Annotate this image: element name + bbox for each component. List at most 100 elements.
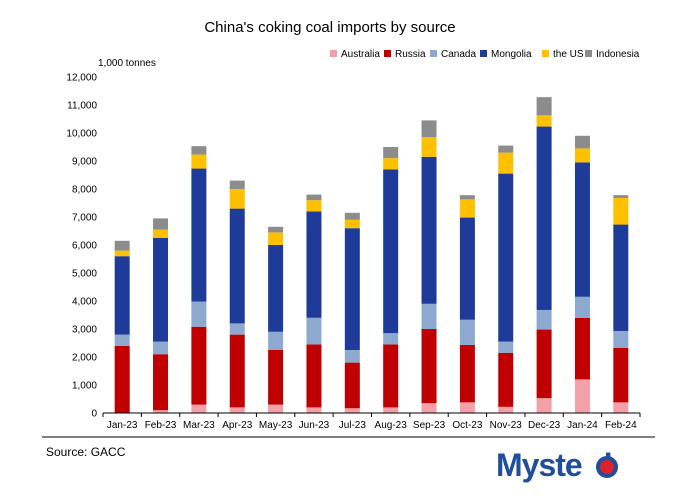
y-tick-label: 3,000 (72, 325, 97, 336)
bar-segment-mongolia (383, 169, 399, 334)
bar-segment-australia (306, 407, 322, 413)
bar-segment-the-us (268, 232, 284, 245)
y-tick-label: 11,000 (67, 101, 97, 112)
bar-segment-russia (574, 317, 590, 380)
brand-logo-text: Myste (496, 447, 583, 483)
bar-segment-indonesia (536, 97, 552, 116)
bar-segment-mongolia (153, 238, 169, 342)
source-note: Source: GACC (46, 445, 126, 459)
bar-segment-indonesia (153, 218, 169, 230)
bar-segment-russia (536, 329, 552, 399)
y-tick-label: 12,000 (66, 73, 97, 84)
y-axis: 0 1,000 2,000 3,000 4,000 5,000 6,000 7,000 8,00… (66, 73, 97, 420)
x-tick-label: Oct-23 (452, 420, 482, 431)
legend-swatch (480, 50, 487, 57)
y-tick-label: 1,000 (72, 381, 97, 392)
legend-label: Mongolia (491, 49, 532, 60)
legend-swatch (330, 50, 337, 57)
bar-segment-the-us (153, 229, 169, 238)
bar-segment-canada (344, 350, 360, 363)
bar-segment-mongolia (498, 173, 514, 342)
x-tick-label: Apr-23 (222, 420, 252, 431)
bar-segment-indonesia (191, 146, 207, 155)
bar-segment-australia (153, 410, 169, 413)
legend-label: Australia (341, 49, 380, 60)
bar-segment-mongolia (536, 126, 552, 310)
chart-title: China's coking coal imports by source (204, 19, 455, 36)
y-axis-label: 1,000 tonnes (98, 58, 156, 69)
legend-swatch (585, 50, 592, 57)
legend: Australia Russia Canada Mongolia the US Indon… (330, 49, 640, 60)
bar-segment-australia (229, 407, 245, 413)
bar-segment-canada (153, 341, 169, 355)
bar-segment-the-us (459, 199, 475, 218)
bar-segment-mongolia (268, 245, 284, 332)
bar-segment-russia (229, 334, 245, 408)
legend-label: Canada (441, 49, 476, 60)
legend-swatch (430, 50, 437, 57)
y-tick-label: 10,000 (66, 129, 97, 140)
bar-segment-indonesia (268, 226, 284, 233)
brand-logo: Mystel (496, 447, 613, 484)
bar-segment-russia (383, 344, 399, 408)
bar-segment-australia (344, 408, 360, 413)
y-tick-label: 5,000 (72, 269, 97, 280)
bar-segment-the-us (421, 137, 437, 157)
bar-segment-mongolia (421, 156, 437, 304)
bar-segment-indonesia (114, 240, 130, 251)
bar-segment-canada (421, 303, 437, 329)
legend-swatch (384, 50, 391, 57)
bar-segment-australia (498, 406, 514, 413)
brand-logo-ring-icon (596, 456, 618, 478)
legend-swatch (542, 50, 549, 57)
bar-segment-indonesia (498, 145, 514, 153)
bar-segment-the-us (114, 250, 130, 257)
x-tick-label: Feb-24 (605, 420, 637, 431)
brand-logo-dot-icon (600, 460, 614, 474)
bar-segment-australia (459, 402, 475, 413)
bar-segment-indonesia (574, 135, 590, 149)
bar-segment-canada (574, 296, 590, 318)
x-tick-label: Sep-23 (413, 420, 446, 431)
bar-segment-australia (613, 402, 629, 413)
bar-segment-russia (114, 345, 130, 413)
bar-segment-canada (536, 309, 552, 330)
bars (114, 97, 629, 413)
bar-segment-canada (498, 341, 514, 353)
bar-segment-russia (268, 350, 284, 405)
y-tick-label: 7,000 (72, 213, 97, 224)
bar-segment-canada (613, 330, 629, 348)
bar-segment-mongolia (613, 224, 629, 331)
bar-segment-russia (153, 354, 169, 411)
x-tick-label: Jul-23 (339, 420, 367, 431)
bar-segment-the-us (383, 158, 399, 170)
bar-segment-canada (383, 333, 399, 345)
bar-segment-mongolia (229, 208, 245, 324)
bar-segment-russia (306, 344, 322, 408)
bar-segment-mongolia (459, 217, 475, 320)
x-tick-label: Nov-23 (490, 420, 523, 431)
bar-segment-canada (268, 331, 284, 350)
bar-segment-australia (574, 379, 590, 413)
bar-segment-the-us (344, 219, 360, 229)
bar-segment-australia (421, 403, 437, 413)
y-tick-label: 6,000 (72, 241, 97, 252)
x-tick-label: May-23 (259, 420, 293, 431)
bar-segment-russia (498, 352, 514, 407)
bar-segment-canada (459, 319, 475, 345)
bar-segment-the-us (191, 154, 207, 169)
bar-segment-russia (459, 344, 475, 403)
y-tick-label: 2,000 (72, 353, 97, 364)
x-tick-label: Dec-23 (528, 420, 561, 431)
bar-segment-the-us (536, 115, 552, 127)
legend-label: Indonesia (596, 49, 640, 60)
y-tick-label: 0 (91, 409, 97, 420)
bar-segment-canada (191, 301, 207, 327)
bar-segment-canada (306, 317, 322, 345)
bar-segment-russia (344, 362, 360, 409)
y-tick-label: 4,000 (72, 297, 97, 308)
bar-segment-russia (613, 347, 629, 403)
bar-segment-indonesia (229, 180, 245, 189)
bar-segment-indonesia (421, 120, 437, 138)
